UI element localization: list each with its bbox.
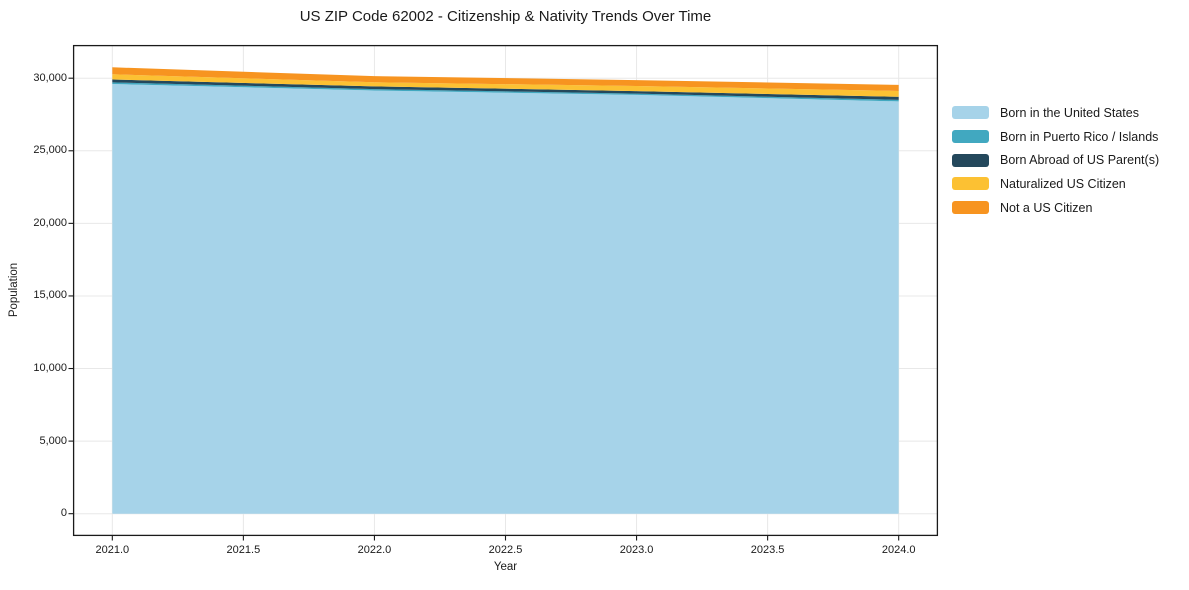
y-tick-label: 5,000 — [39, 434, 67, 447]
y-tick-label: 15,000 — [33, 289, 67, 302]
legend-label: Born Abroad of US Parent(s) — [1000, 153, 1160, 168]
legend-label: Naturalized US Citizen — [1000, 176, 1126, 191]
x-tick-label: 2021.5 — [226, 544, 261, 556]
stacked-areas — [112, 67, 899, 514]
legend-swatch — [952, 130, 989, 144]
y-tick-label: 25,000 — [33, 144, 67, 157]
area-series-4 — [112, 67, 899, 91]
x-tick-label: 2023.5 — [750, 544, 785, 556]
area-series-1 — [112, 82, 899, 102]
legend-swatch — [952, 106, 989, 120]
plot-area — [68, 44, 939, 541]
plot-border — [72, 44, 939, 537]
legend-swatch — [952, 153, 989, 167]
legend-label: Not a US Citizen — [1000, 200, 1093, 215]
y-tick-label: 0 — [60, 507, 67, 520]
legend-item-4: Not a US Citizen — [952, 196, 1159, 220]
x-tick-label: 2021.0 — [95, 544, 130, 556]
area-series-0 — [112, 84, 899, 514]
legend-swatch — [952, 201, 989, 215]
area-series-2 — [112, 79, 899, 100]
legend-item-3: Naturalized US Citizen — [952, 172, 1159, 196]
x-tick-label: 2022.5 — [488, 544, 523, 556]
x-tick-label: 2022.0 — [357, 544, 392, 556]
x-tick-label: 2023.0 — [619, 544, 654, 556]
legend-item-0: Born in the United States — [952, 101, 1159, 125]
x-axis-title: Year — [493, 561, 518, 573]
legend-label: Born in Puerto Rico / Islands — [1000, 129, 1159, 144]
legend-swatch — [952, 177, 989, 191]
y-tick-label: 20,000 — [33, 216, 67, 229]
y-tick-label: 30,000 — [33, 71, 67, 84]
chart-title: US ZIP Code 62002 - Citizenship & Nativi… — [299, 8, 712, 25]
legend-item-1: Born in Puerto Rico / Islands — [952, 125, 1159, 149]
legend-item-2: Born Abroad of US Parent(s) — [952, 148, 1159, 172]
y-tick-label: 10,000 — [33, 362, 67, 375]
legend-label: Born in the United States — [1000, 105, 1139, 120]
legend: Born in the United States Born in Puerto … — [952, 101, 1159, 219]
x-tick-label: 2024.0 — [881, 544, 916, 556]
area-series-3 — [112, 74, 899, 97]
tick-marks — [68, 77, 900, 541]
